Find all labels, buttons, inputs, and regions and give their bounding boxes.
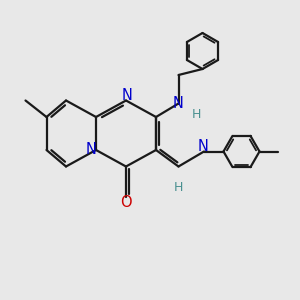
Text: N: N [121, 88, 132, 103]
Text: N: N [173, 96, 184, 111]
Text: N: N [85, 142, 96, 158]
Text: H: H [192, 107, 201, 121]
Text: O: O [120, 195, 132, 210]
Text: N: N [198, 139, 209, 154]
Text: H: H [174, 181, 183, 194]
